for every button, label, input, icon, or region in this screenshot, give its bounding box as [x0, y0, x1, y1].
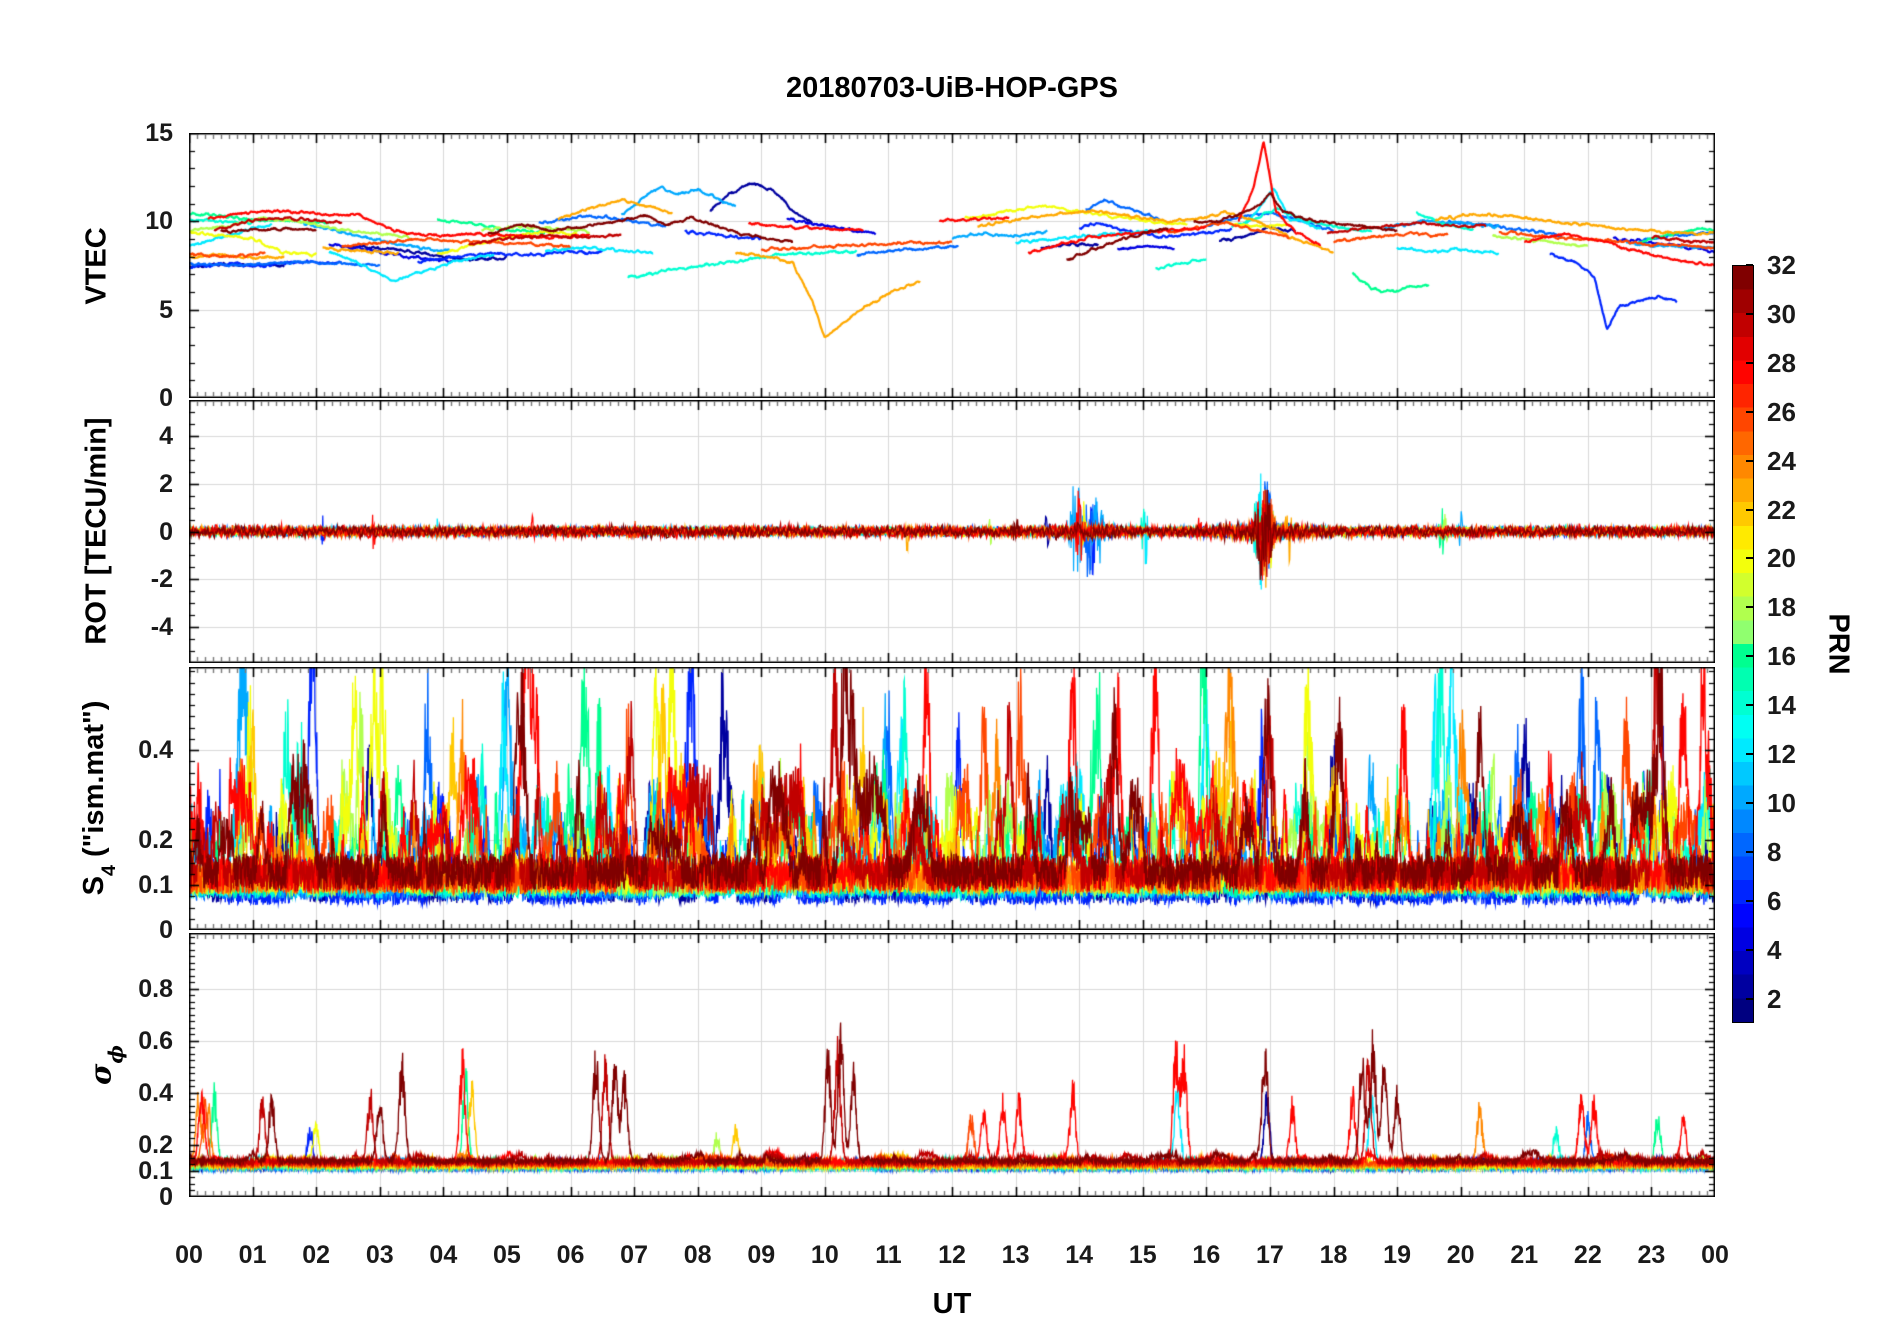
- colorbar-tick-label: 26: [1767, 396, 1796, 427]
- colorbar-tick-label: 4: [1767, 934, 1782, 965]
- s4-panel-plot: [189, 667, 1715, 930]
- x-tick-label: 14: [1065, 1241, 1094, 1269]
- y-tick-label: 0: [159, 916, 173, 944]
- colorbar-tick: [1746, 899, 1753, 902]
- y-tick-label: 0: [159, 384, 173, 412]
- x-tick-label: 08: [683, 1241, 712, 1269]
- colorbar-tick: [1746, 361, 1753, 364]
- y-tick-label: 0.2: [138, 1130, 173, 1159]
- colorbar-tick: [1746, 948, 1753, 951]
- colorbar-tick-label: 2: [1767, 983, 1782, 1014]
- chart-title: 20180703-UiB-HOP-GPS: [785, 72, 1119, 104]
- colorbar-tick: [1746, 850, 1753, 853]
- colorbar-tick-label: 10: [1767, 787, 1796, 818]
- colorbar-tick: [1746, 264, 1753, 266]
- colorbar-tick-label: 22: [1767, 494, 1796, 525]
- x-tick-label: 16: [1192, 1241, 1221, 1269]
- y-tick-label: 0: [159, 1183, 173, 1211]
- x-tick-label: 07: [620, 1241, 648, 1269]
- x-axis-label: UT: [932, 1288, 972, 1320]
- x-tick-label: 02: [302, 1241, 331, 1269]
- y-tick-label: 15: [145, 119, 173, 147]
- x-tick-label: 23: [1637, 1241, 1666, 1269]
- x-tick-label: 18: [1319, 1241, 1348, 1269]
- colorbar-tick-label: 24: [1767, 445, 1796, 476]
- vtec-panel-plot: [189, 133, 1715, 398]
- colorbar-tick-label: 32: [1767, 250, 1796, 280]
- x-tick-label: 22: [1573, 1241, 1602, 1269]
- y-tick-label: 5: [159, 295, 173, 324]
- x-tick-label: 21: [1510, 1241, 1539, 1269]
- y-tick-label: 2: [159, 469, 173, 498]
- colorbar-tick-label: 6: [1767, 885, 1782, 916]
- x-tick-label: 00: [175, 1241, 203, 1269]
- y-tick-label: 10: [145, 207, 173, 236]
- colorbar-tick: [1746, 557, 1753, 560]
- x-tick-label: 00: [1701, 1241, 1729, 1269]
- colorbar-tick-label: 30: [1767, 298, 1796, 329]
- colorbar-tick: [1746, 997, 1753, 1000]
- colorbar-tick: [1746, 753, 1753, 756]
- colorbar-tick: [1746, 606, 1753, 609]
- x-tick-label: 03: [365, 1241, 394, 1269]
- x-tick-label: 15: [1128, 1241, 1157, 1269]
- x-tick-label: 05: [493, 1241, 521, 1269]
- rot-panel-plot: [189, 400, 1715, 663]
- y-tick-label: 0.4: [138, 1078, 173, 1107]
- y-tick-label: -2: [150, 565, 173, 594]
- colorbar-tick: [1746, 410, 1753, 413]
- colorbar-tick-label: 20: [1767, 543, 1796, 574]
- colorbar-tick-label: 14: [1767, 690, 1796, 721]
- colorbar-tick-label: 18: [1767, 592, 1796, 623]
- x-tick-label: 04: [429, 1241, 458, 1269]
- colorbar-tick: [1746, 459, 1753, 462]
- colorbar-tick: [1746, 801, 1753, 804]
- x-tick-label: 10: [810, 1241, 839, 1269]
- y-tick-label: 0.1: [138, 1156, 173, 1185]
- y-tick-label: 0.1: [138, 871, 173, 900]
- y-tick-label: 0.2: [138, 826, 173, 855]
- y-tick-label: 0.6: [138, 1026, 173, 1055]
- x-tick-label: 17: [1256, 1241, 1284, 1269]
- prn-colorbar: [1732, 265, 1754, 1023]
- y-tick-label: 4: [159, 421, 173, 450]
- x-tick-label: 01: [238, 1241, 267, 1269]
- colorbar-tick-label: 8: [1767, 836, 1782, 867]
- x-tick-label: 13: [1001, 1241, 1030, 1269]
- colorbar-tick-label: 16: [1767, 641, 1796, 672]
- x-tick-label: 11: [875, 1241, 902, 1269]
- colorbar-tick-label: 28: [1767, 347, 1796, 378]
- x-tick-label: 09: [747, 1241, 776, 1269]
- colorbar-tick: [1746, 655, 1753, 658]
- colorbar-tick: [1746, 508, 1753, 511]
- vtec-axis-label: VTEC: [80, 227, 113, 305]
- x-tick-label: 12: [938, 1241, 966, 1269]
- colorbar-tick: [1746, 312, 1753, 315]
- s4-axis-label: S4 ("ism.mat"): [78, 700, 121, 896]
- colorbar-tick: [1746, 704, 1753, 707]
- y-tick-label: -4: [150, 613, 173, 642]
- x-tick-label: 06: [556, 1241, 585, 1269]
- x-tick-label: 19: [1383, 1241, 1411, 1269]
- y-tick-label: 0.8: [138, 974, 173, 1003]
- colorbar-tick-label: 12: [1767, 739, 1796, 770]
- y-tick-label: 0.4: [138, 736, 173, 765]
- y-tick-label: 0: [159, 517, 173, 546]
- x-tick-label: 20: [1446, 1241, 1475, 1269]
- sigma-phi-panel-plot: [189, 933, 1715, 1197]
